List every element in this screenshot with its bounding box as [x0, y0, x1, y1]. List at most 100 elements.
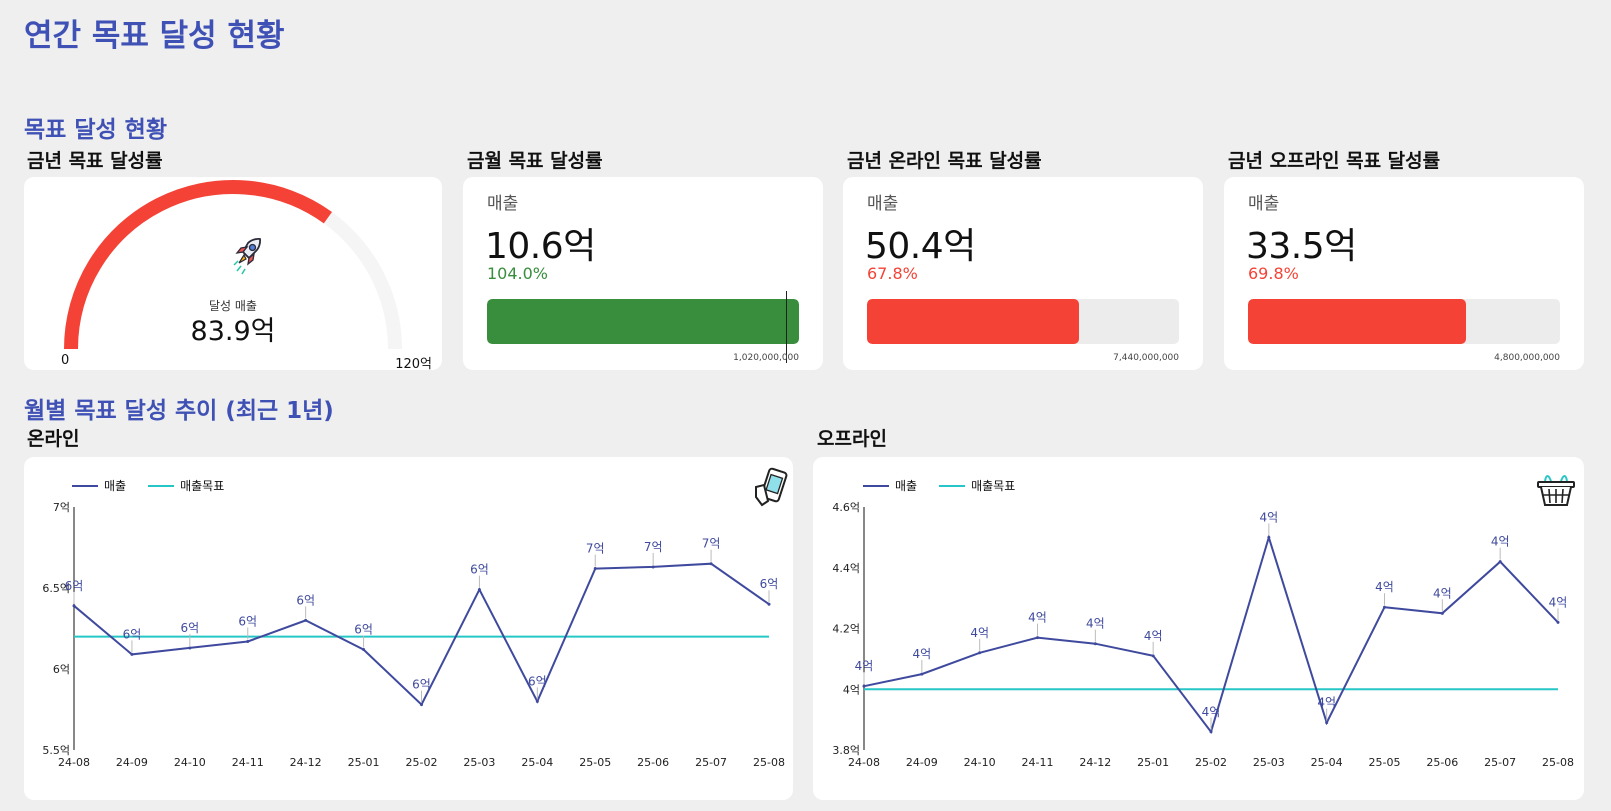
kpi-target-value: 4,800,000,000	[1494, 353, 1560, 363]
data-label: 6억	[238, 614, 257, 628]
data-label: 4억	[1259, 510, 1278, 524]
x-tick-label: 25-01	[1137, 756, 1169, 769]
y-tick-label: 5.5억	[42, 744, 70, 757]
legend-label: 매출	[104, 479, 127, 493]
chart-card-online: 매출 매출목표 5.5억 6억 6.5억 7억 24-08 24-09 24-10 24-11…	[24, 457, 793, 800]
x-tick-label: 25-06	[637, 756, 669, 769]
series-line-sales	[863, 533, 1559, 734]
data-point[interactable]	[1209, 730, 1213, 734]
legend-item-target[interactable]: 매출목표	[148, 477, 224, 494]
data-point[interactable]	[420, 703, 423, 707]
data-label: 4억	[1491, 535, 1510, 549]
chart-title-online: 온라인	[27, 428, 80, 450]
data-label: 6억	[65, 579, 84, 593]
chart-card-offline: 매출 매출목표 3.8억 4억 4.2억 4.4억 4.6억 24-08 24-09 24-1…	[813, 457, 1584, 800]
data-point[interactable]	[72, 604, 76, 608]
data-point[interactable]	[1267, 535, 1271, 539]
data-label: 6억	[412, 678, 431, 692]
gauge-min-label: 0	[61, 353, 70, 368]
gauge-card: 달성 매출 83.9억 0 120억	[24, 177, 442, 370]
data-point[interactable]	[1036, 636, 1039, 640]
legend-swatch	[148, 484, 175, 487]
x-tick-label: 25-05	[579, 756, 611, 769]
gauge-caption: 달성 매출	[209, 299, 257, 313]
x-tick-label: 25-05	[1369, 756, 1401, 769]
data-point[interactable]	[130, 652, 134, 656]
kpi-target-value: 1,020,000,000	[733, 353, 799, 363]
x-tick-label: 24-12	[1079, 756, 1111, 769]
legend-item-sales[interactable]: 매출	[863, 477, 917, 494]
rocket-icon	[233, 238, 261, 275]
kpi-value: 33.5억	[1246, 226, 1357, 267]
data-point[interactable]	[767, 602, 771, 606]
chart-legend: 매출 매출목표	[72, 477, 224, 494]
kpi-label: 매출	[487, 194, 519, 214]
legend-label: 매출	[895, 479, 918, 493]
data-point[interactable]	[477, 588, 481, 592]
data-point[interactable]	[362, 648, 366, 652]
data-label: 6억	[470, 563, 489, 577]
data-point[interactable]	[1383, 605, 1386, 609]
gauge-chart	[64, 180, 402, 350]
kpi-card-title: 금년 오프라인 목표 달성률	[1228, 150, 1441, 172]
kpi-progress-track	[1248, 299, 1560, 344]
data-label: 4억	[855, 659, 874, 673]
kpi-rate: 104.0%	[487, 264, 549, 283]
data-label: 4억	[1086, 617, 1105, 631]
kpi-target-marker	[786, 291, 787, 363]
kpi-progress-fill	[1248, 299, 1466, 344]
legend-item-target[interactable]: 매출목표	[939, 477, 1015, 494]
data-label: 4억	[1317, 696, 1336, 710]
data-point[interactable]	[535, 699, 539, 703]
x-tick-label: 25-04	[521, 756, 553, 769]
kpi-card-offline: 매출 33.5억 69.8% 4,800,000,000	[1224, 177, 1584, 370]
data-point[interactable]	[188, 646, 192, 650]
x-tick-label: 24-11	[232, 756, 264, 769]
data-label: 7억	[644, 540, 663, 554]
x-tick-label: 24-08	[58, 756, 90, 769]
gauge-fill	[64, 180, 332, 350]
y-tick-label: 6억	[53, 663, 70, 676]
kpi-progress-fill	[867, 299, 1079, 344]
data-point[interactable]	[862, 684, 866, 688]
data-label: 4억	[1144, 629, 1163, 643]
data-label: 4억	[1433, 586, 1452, 600]
legend-item-sales[interactable]: 매출	[72, 477, 126, 494]
section-title-kpi: 목표 달성 현황	[24, 117, 167, 143]
data-label: 6억	[760, 577, 779, 591]
data-point[interactable]	[1093, 642, 1097, 646]
data-point[interactable]	[1498, 560, 1502, 564]
x-tick-label: 25-02	[1195, 756, 1227, 769]
data-point[interactable]	[593, 567, 597, 571]
kpi-label: 매출	[1248, 194, 1280, 214]
legend-swatch	[72, 484, 98, 487]
kpi-value: 50.4억	[865, 226, 976, 267]
x-tick-label: 25-02	[406, 756, 438, 769]
y-tick-label: 3.8억	[832, 744, 860, 757]
y-tick-label: 6.5억	[42, 582, 70, 595]
x-tick-label: 25-03	[1253, 756, 1285, 769]
legend-swatch	[863, 484, 889, 487]
chart-legend: 매출 매출목표	[863, 477, 1015, 494]
data-point[interactable]	[920, 672, 924, 676]
data-point[interactable]	[1440, 611, 1444, 615]
data-point[interactable]	[1325, 721, 1329, 725]
data-point[interactable]	[651, 565, 655, 569]
x-tick-label: 24-09	[906, 756, 938, 769]
data-point[interactable]	[709, 562, 713, 566]
data-point[interactable]	[246, 639, 250, 643]
data-point[interactable]	[304, 618, 308, 622]
legend-swatch	[939, 484, 966, 487]
data-label: 6억	[354, 623, 373, 637]
gauge-max-label: 120억	[395, 357, 432, 370]
data-label: 6억	[180, 621, 199, 635]
data-point[interactable]	[978, 651, 982, 655]
mobile-shopping-icon	[755, 467, 788, 507]
data-point[interactable]	[1151, 654, 1155, 658]
data-point[interactable]	[1556, 620, 1560, 624]
x-tick-label: 25-04	[1311, 756, 1343, 769]
kpi-progress-track	[487, 299, 799, 344]
kpi-target-value: 7,440,000,000	[1113, 353, 1179, 363]
kpi-card-title: 금년 온라인 목표 달성률	[847, 150, 1042, 172]
x-tick-label: 24-10	[964, 756, 996, 769]
